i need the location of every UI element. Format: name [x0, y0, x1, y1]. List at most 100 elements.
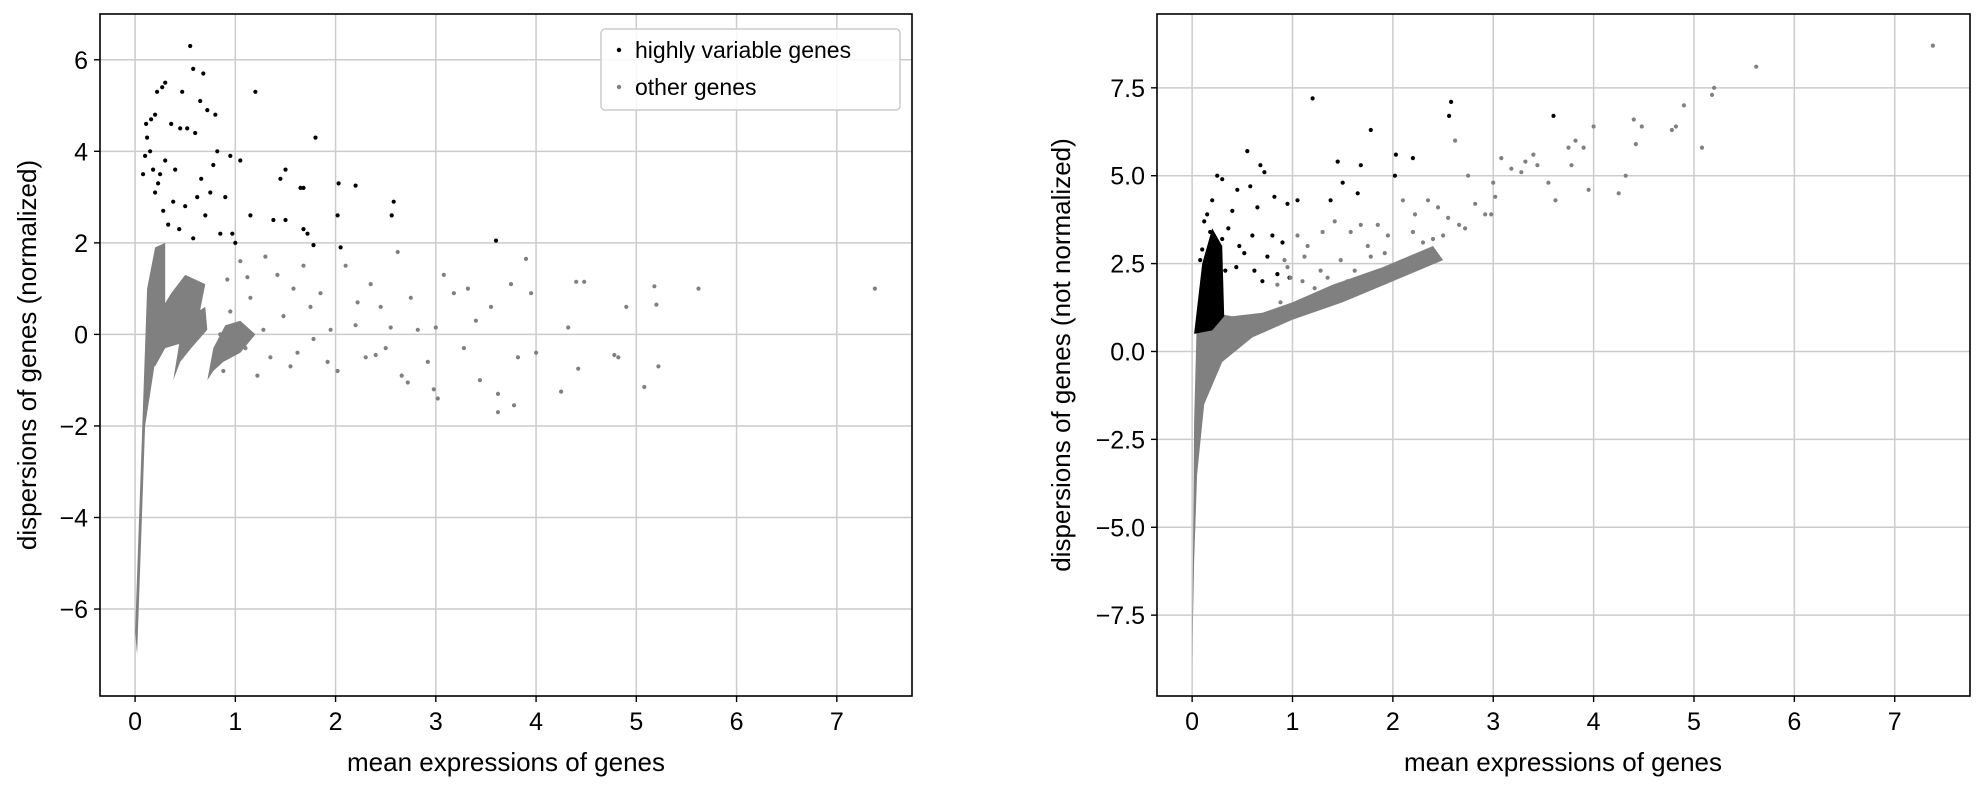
data-point: [383, 346, 388, 351]
data-point: [298, 185, 303, 190]
data-point: [1519, 170, 1524, 175]
data-point: [1272, 194, 1277, 199]
data-point: [1523, 159, 1528, 164]
data-point: [213, 112, 218, 117]
legend-box: [600, 28, 901, 111]
data-point: [1250, 233, 1255, 238]
data-point: [1295, 233, 1300, 238]
data-point: [1265, 254, 1270, 259]
data-point: [336, 181, 341, 186]
data-point: [477, 378, 482, 383]
x-tick-label: 3: [1486, 708, 1500, 736]
dense-point-cloud: [1194, 228, 1225, 334]
data-point: [301, 263, 306, 268]
data-point: [1546, 180, 1551, 185]
data-point: [642, 384, 647, 390]
data-point: [1205, 212, 1210, 217]
data-point: [245, 275, 250, 280]
data-point: [1623, 173, 1628, 178]
data-point: [263, 254, 268, 259]
data-point: [1400, 198, 1405, 203]
data-point: [1553, 198, 1558, 203]
right-plot-x-ticks: 0 1 2 3 4 5 6 7: [1185, 696, 1902, 736]
data-point: [328, 327, 333, 332]
data-point: [495, 410, 501, 415]
data-point: [582, 279, 587, 284]
data-point: [656, 364, 661, 369]
x-tick-label: 0: [1185, 708, 1199, 736]
data-point: [1260, 279, 1265, 284]
data-point: [311, 243, 316, 248]
data-point: [231, 341, 236, 346]
data-point: [195, 195, 200, 200]
x-tick-label: 1: [1286, 708, 1300, 736]
data-point: [248, 295, 253, 300]
data-point: [405, 380, 410, 385]
data-point: [508, 282, 514, 287]
data-point: [1226, 226, 1231, 231]
data-point: [218, 332, 223, 337]
data-point: [278, 176, 283, 181]
data-point: [1285, 201, 1290, 206]
data-point: [1385, 233, 1390, 238]
data-point: [534, 350, 539, 355]
data-point: [1509, 166, 1514, 171]
data-point: [1712, 85, 1717, 90]
data-point: [1275, 282, 1280, 287]
data-point: [169, 121, 174, 126]
data-point: [515, 355, 521, 360]
data-point: [191, 66, 196, 71]
dense-point-cloud: [147, 274, 206, 367]
x-tick-label: 4: [529, 708, 543, 736]
data-point: [1280, 240, 1285, 245]
data-point: [1215, 173, 1220, 178]
data-point: [1255, 205, 1260, 210]
data-point: [268, 355, 273, 360]
data-point: [223, 195, 228, 200]
data-point: [1242, 251, 1247, 256]
data-point: [1551, 113, 1556, 118]
data-point: [696, 286, 701, 291]
data-point: [301, 227, 306, 232]
data-point: [566, 325, 571, 330]
data-point: [283, 217, 288, 223]
y-tick-label: −5.0: [1096, 514, 1145, 542]
left-plot-x-ticks: 0 1 2 3 4 5 6 7: [128, 696, 844, 736]
data-point: [153, 112, 158, 117]
data-point: [1235, 187, 1240, 192]
x-tick-label: 4: [1587, 708, 1601, 736]
data-point: [529, 291, 534, 296]
data-point: [511, 403, 517, 408]
y-tick-label: 5.0: [1110, 163, 1145, 191]
y-tick-label: 0.0: [1110, 338, 1145, 366]
data-point: [415, 327, 420, 332]
data-point: [1348, 229, 1353, 235]
data-point: [1305, 243, 1310, 249]
data-point: [205, 108, 210, 113]
data-point: [1217, 258, 1222, 263]
data-point: [1220, 177, 1225, 182]
data-point: [1285, 265, 1290, 270]
data-point: [1310, 96, 1315, 101]
data-point: [291, 286, 296, 291]
x-tick-label: 2: [329, 708, 343, 736]
data-point: [1499, 156, 1504, 161]
legend-label-highly-variable: highly variable genes: [635, 37, 851, 63]
data-point: [185, 126, 190, 131]
data-point: [1318, 268, 1323, 273]
data-point: [1930, 43, 1935, 48]
data-point: [338, 245, 343, 250]
data-point: [1573, 138, 1578, 143]
y-tick-label: −2.5: [1096, 426, 1145, 454]
data-point: [288, 364, 293, 369]
data-point: [156, 181, 161, 186]
data-point: [1430, 236, 1436, 242]
data-point: [373, 352, 378, 358]
data-point: [355, 300, 360, 305]
data-point: [243, 346, 248, 351]
data-point: [1483, 212, 1488, 217]
data-point: [493, 238, 499, 243]
data-point: [576, 366, 581, 371]
legend-marker-highly-variable: [616, 47, 622, 53]
